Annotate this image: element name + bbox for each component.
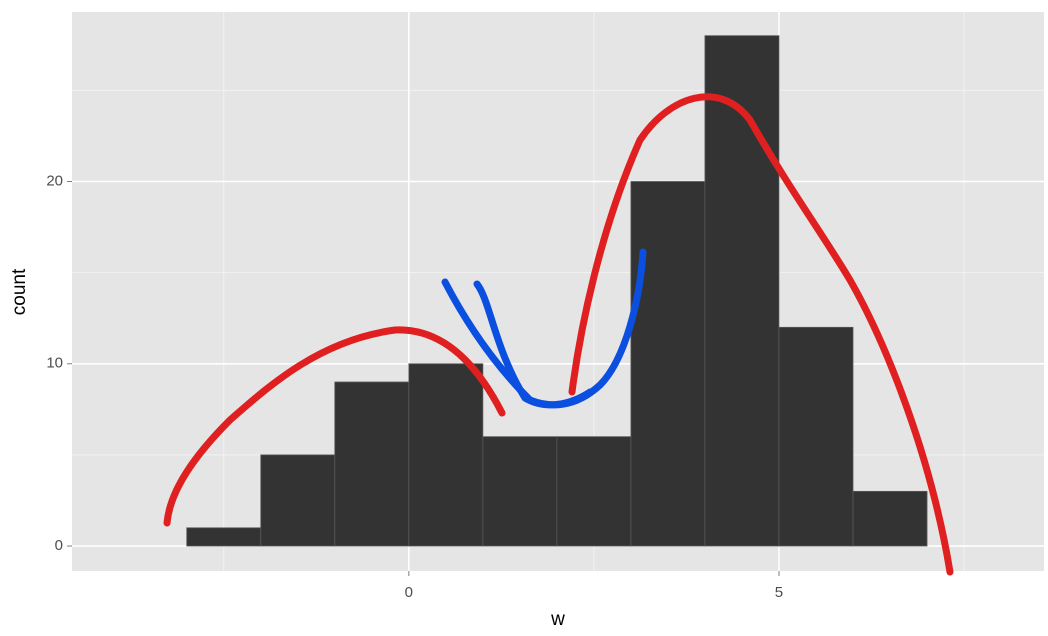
- bar: [334, 381, 410, 547]
- bar: [408, 363, 484, 547]
- bar: [704, 35, 780, 547]
- bar: [778, 326, 854, 547]
- x-axis-label: w: [550, 609, 565, 630]
- hand-drawn-curve: [473, 280, 594, 409]
- bar: [556, 436, 632, 547]
- hand-drawn-curve: [163, 326, 506, 527]
- y-axis-label: count: [9, 268, 30, 315]
- bar: [630, 181, 706, 547]
- bar: [852, 490, 928, 547]
- x-tick-label: 0: [405, 584, 413, 601]
- x-tick-label: 5: [775, 584, 783, 601]
- annotations: [163, 93, 954, 576]
- y-tick-label: 20: [46, 172, 63, 189]
- y-tick-label: 0: [55, 537, 63, 554]
- bar: [260, 454, 336, 547]
- bar: [186, 527, 262, 547]
- y-tick-label: 10: [46, 355, 63, 372]
- plot-layer: [72, 12, 1044, 571]
- bar: [482, 436, 558, 547]
- hand-drawn-curve: [568, 93, 954, 576]
